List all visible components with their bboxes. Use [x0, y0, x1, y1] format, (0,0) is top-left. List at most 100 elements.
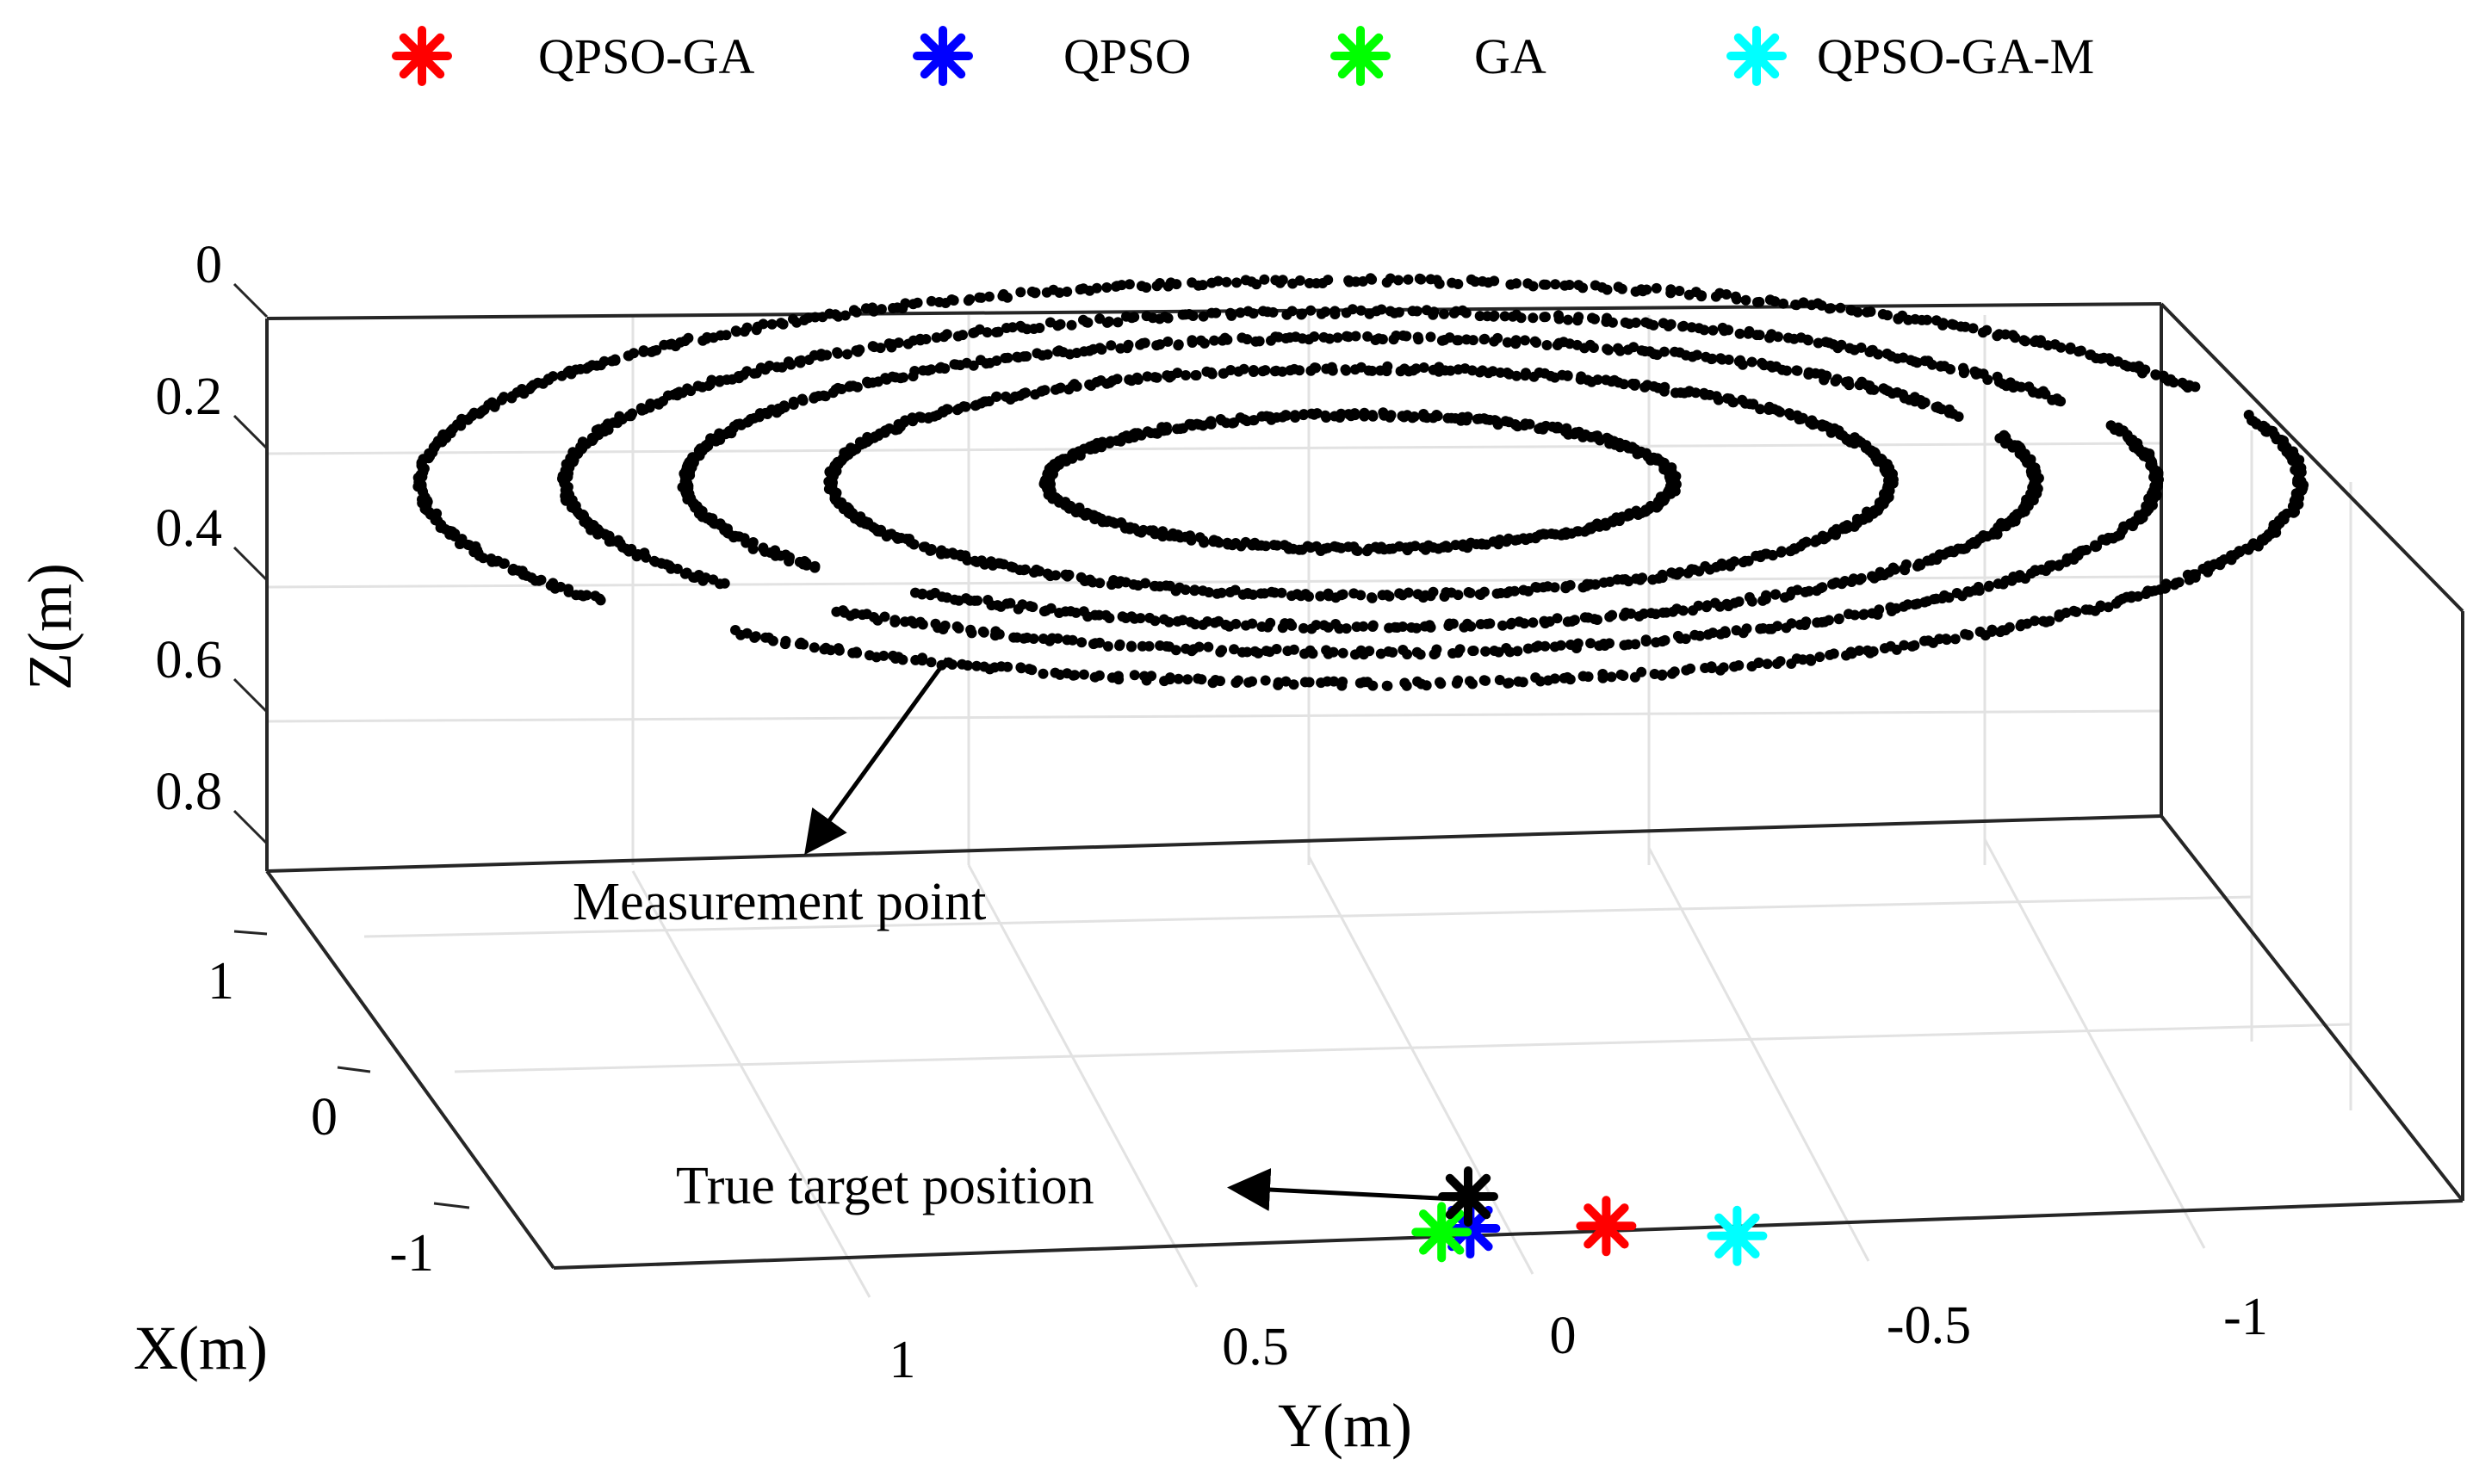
- measurement-point: [1511, 370, 1522, 381]
- measurement-point: [1054, 288, 1065, 298]
- measurement-point: [926, 364, 937, 375]
- measurement-point: [1606, 671, 1617, 683]
- measurement-point: [1042, 568, 1053, 579]
- measurement-point: [1832, 374, 1843, 385]
- measurement-point: [888, 650, 899, 661]
- measurement-point: [1869, 384, 1880, 395]
- measurement-point: [1562, 616, 1573, 628]
- measurement-point: [1604, 611, 1615, 622]
- measurement-point: [970, 555, 981, 566]
- measurement-point: [2190, 381, 2201, 393]
- measurement-point: [883, 529, 894, 541]
- measurement-point: [1139, 671, 1150, 682]
- measurement-point: [1529, 336, 1540, 347]
- marker-qpso-ga: [1576, 1196, 1637, 1257]
- measurement-point: [1858, 609, 1869, 620]
- measurement-point: [1323, 591, 1335, 602]
- measurement-point: [1899, 563, 1910, 574]
- measurement-point: [1489, 275, 1500, 287]
- measurement-point: [1282, 646, 1293, 657]
- measurement-point: [545, 580, 556, 591]
- z-tick-mark: [232, 414, 269, 450]
- measurement-point: [1159, 676, 1170, 687]
- measurement-point: [2150, 369, 2161, 380]
- measurement-point: [1280, 410, 1292, 421]
- grid-line: [363, 895, 2253, 938]
- measurement-point: [1937, 318, 1949, 329]
- measurement-point: [1513, 676, 1524, 687]
- measurement-point: [1707, 353, 1718, 364]
- measurement-point: [1126, 640, 1137, 652]
- measurement-point: [958, 330, 968, 341]
- measurement-point: [1841, 650, 1851, 661]
- measurement-point: [1651, 282, 1662, 294]
- measurement-point: [1616, 283, 1627, 294]
- x-tick-label: -1: [389, 1224, 434, 1283]
- measurement-point: [893, 337, 904, 349]
- measurement-point: [1197, 280, 1208, 291]
- measurement-point: [1708, 325, 1719, 336]
- measurement-point: [1873, 349, 1884, 360]
- measurement-point: [864, 650, 875, 661]
- measurement-point: [1802, 334, 1813, 345]
- measurement-point: [982, 595, 994, 605]
- measurement-point: [1332, 332, 1343, 343]
- measurement-point: [1016, 663, 1027, 674]
- measurement-point: [1819, 616, 1830, 628]
- measurement-point: [942, 404, 953, 415]
- measurement-point: [1565, 640, 1577, 650]
- measurement-point: [1337, 647, 1348, 659]
- measurement-point: [1641, 284, 1652, 295]
- measurement-point: [1194, 532, 1206, 543]
- measurement-point: [1995, 627, 2005, 638]
- measurement-point: [1212, 588, 1223, 599]
- measurement-point: [1715, 628, 1726, 640]
- measurement-point: [1393, 275, 1404, 286]
- measurement-point: [876, 304, 887, 315]
- measurement-point: [1549, 641, 1560, 652]
- measurement-point: [683, 332, 694, 343]
- measurement-point: [1739, 555, 1751, 566]
- measurement-point: [1778, 298, 1788, 309]
- measurement-point: [1510, 338, 1522, 349]
- measurement-point: [1434, 278, 1445, 289]
- measurement-point: [1429, 306, 1440, 318]
- measurement-point: [1348, 588, 1360, 599]
- measurement-point: [833, 348, 843, 359]
- measurement-point: [1394, 588, 1405, 599]
- measurement-point: [1034, 323, 1045, 333]
- measurement-point: [1279, 540, 1290, 551]
- measurement-point: [1467, 646, 1478, 657]
- measurement-point: [1460, 307, 1472, 318]
- measurement-point: [1786, 659, 1797, 669]
- measurement-point: [972, 595, 982, 606]
- measurement-point: [1702, 629, 1714, 640]
- measurement-point: [1050, 667, 1061, 678]
- measurement-point: [1663, 321, 1674, 331]
- measurement-point: [867, 302, 878, 313]
- measurement-point: [1209, 335, 1220, 346]
- measurement-point: [948, 295, 959, 306]
- measurement-point: [730, 625, 741, 635]
- measurement-point: [776, 318, 786, 329]
- measurement-point: [1727, 397, 1739, 408]
- measurement-point: [1206, 418, 1217, 430]
- measurement-point: [1539, 615, 1550, 627]
- measurement-point: [785, 359, 796, 370]
- measurement-point: [1038, 634, 1049, 644]
- measurement-point: [1779, 592, 1790, 603]
- measurement-point: [1141, 282, 1152, 293]
- x-tick-label: 0: [311, 1088, 338, 1147]
- measurement-point: [1619, 610, 1629, 621]
- measurement-point: [1542, 675, 1553, 686]
- measurement-point: [648, 555, 660, 566]
- measurement-point: [1417, 542, 1429, 553]
- measurement-point: [1007, 322, 1018, 333]
- measurement-point: [851, 646, 862, 658]
- measurement-point: [1243, 677, 1255, 688]
- measurement-point: [842, 349, 852, 360]
- measurement-point: [1681, 665, 1692, 676]
- y-tick-label: 0: [1550, 1307, 1577, 1365]
- estimate-markers: [1411, 1166, 1768, 1266]
- measurement-point: [1225, 365, 1236, 375]
